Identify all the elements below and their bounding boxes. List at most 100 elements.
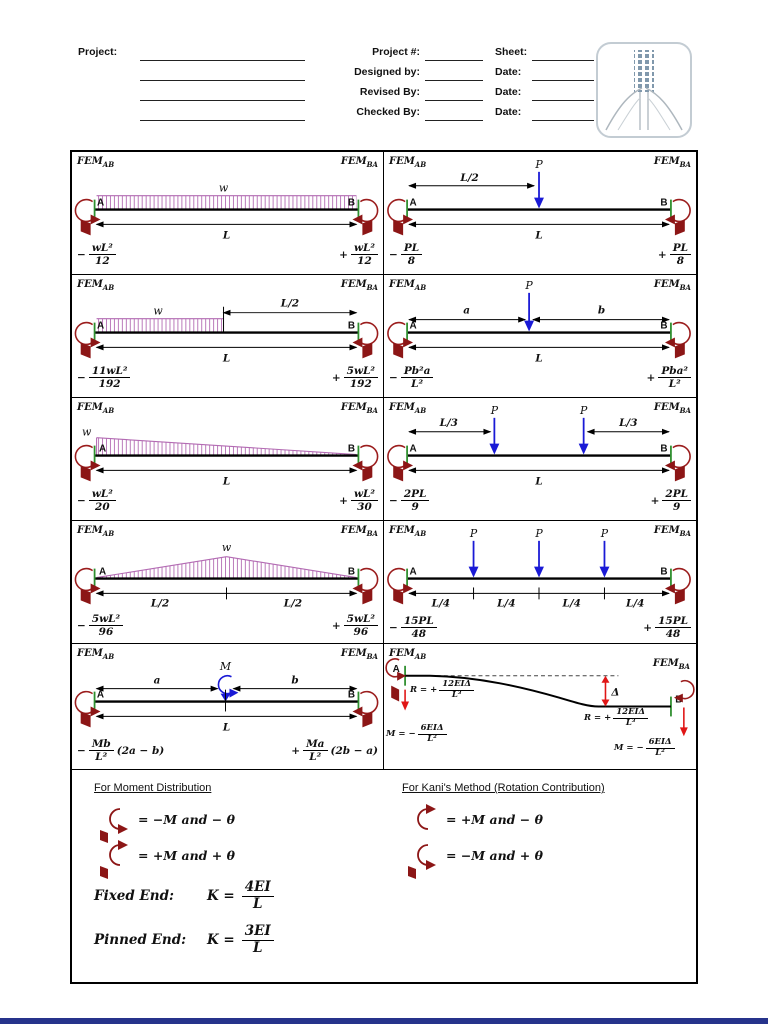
moment-arrow-right-icon (672, 198, 691, 223)
checked-by-label: Checked By: (356, 106, 420, 118)
support-flag-icon (362, 465, 373, 482)
moment-distribution-rule: = +M and + θ (138, 848, 235, 863)
company-logo (596, 42, 692, 138)
moment-sign-arrow-icon (100, 840, 128, 879)
moment-arrow-left-icon (74, 567, 94, 592)
moment-arrow-left-icon (385, 658, 400, 678)
beam-diagram-two-point: P P L/3 L/3 A B L (387, 404, 691, 487)
pinned-end-stiffness: K = 3EI L (207, 923, 274, 956)
date-label: Date: (495, 106, 522, 118)
node-b-label: B (348, 198, 355, 209)
support-flag-icon (362, 219, 373, 236)
moment-arrow-right-icon (672, 567, 691, 592)
support-flag-icon (80, 711, 91, 728)
dim-a-label: a (463, 305, 470, 317)
fem-ab-formula: − Pb²a L² (389, 365, 434, 390)
fem-ab-formula: −2PL 9 (389, 488, 430, 513)
support-flag-icon (674, 219, 685, 236)
sheet-label: Sheet: (495, 46, 528, 58)
building-icon (634, 50, 654, 92)
svg-text:P: P (600, 527, 609, 540)
fem-ba-label: FEMBA (652, 658, 690, 671)
svg-text:P: P (534, 527, 543, 540)
moment-arrow-left-icon (74, 198, 94, 223)
fem-ba-label: FEMBA (340, 279, 378, 292)
project-line (140, 100, 305, 102)
svg-text:A: A (393, 664, 400, 675)
fem-ba-label: FEMBA (653, 279, 691, 292)
svg-text:L: L (534, 475, 542, 487)
distributed-load (96, 318, 224, 332)
fem-ba-formula: +5wL² 192 (332, 365, 378, 390)
fem-ab-label: FEMAB (389, 525, 427, 538)
fem-case-two-point-thirds: FEMAB FEMBA P P L/3 L/3 A B L −2PL 9 +2PL… (384, 398, 696, 521)
fem-ab-formula: −11wL² 192 (77, 365, 131, 390)
svg-text:L/3: L/3 (439, 417, 458, 429)
fem-case-point-mid: FEMAB FEMBA P L/2 A B L − PL 8 + PL 8 (384, 152, 696, 275)
pinned-end-label: Pinned End: (94, 932, 187, 948)
moment-arrow-right-icon (672, 444, 691, 469)
fem-ba-formula: + wL² 30 (339, 488, 378, 513)
fem-case-three-point-quarters: FEMAB FEMBA P P P A B L/4 L/4 L/4 L/4 −1… (384, 521, 696, 644)
moment-arrow-left-icon (74, 444, 94, 469)
notes-section: For Moment Distribution = −M and − θ = +… (72, 770, 696, 982)
svg-text:A: A (409, 444, 416, 455)
moment-sign-arrow-icon (408, 844, 436, 879)
fixed-end-stiffness: K = 4EI L (207, 879, 274, 912)
deflected-beam-line (405, 674, 671, 708)
moment-arrow-left-icon (387, 321, 406, 346)
shear-formula-right: R = +12EIΔ L³ (584, 707, 649, 729)
svg-text:B: B (660, 198, 667, 209)
svg-text:B: B (348, 567, 355, 578)
beam-diagram-point-mid: P L/2 A B L (387, 158, 691, 241)
moment-arrow-right-icon (672, 321, 691, 346)
delta-label: Δ (610, 687, 619, 699)
fem-ab-label: FEMAB (77, 402, 115, 415)
support-flag-icon (80, 465, 91, 482)
support-flag-icon (393, 219, 404, 236)
svg-text:L: L (222, 721, 230, 733)
fem-ba-formula: + Pba² L² (647, 365, 691, 390)
svg-text:w: w (153, 305, 163, 318)
svg-text:b: b (291, 675, 298, 687)
svg-text:P: P (490, 404, 499, 417)
triangular-load (96, 556, 357, 578)
shear-formula-left: R = +12EIΔ L³ (410, 679, 475, 701)
date-label: Date: (495, 86, 522, 98)
support-flag-icon (80, 219, 91, 236)
project-line (140, 120, 305, 122)
fem-ba-label: FEMBA (653, 402, 691, 415)
svg-text:A: A (409, 567, 416, 578)
svg-text:A: A (409, 198, 416, 209)
fem-ab-formula: −5wL² 96 (77, 613, 124, 638)
support-flag-icon (80, 342, 91, 359)
fem-ba-label: FEMBA (653, 156, 691, 169)
moment-sign-arrow-icon (417, 804, 436, 830)
moment-arrow-left-icon (387, 444, 406, 469)
date-line (532, 120, 594, 122)
project-line (140, 60, 305, 62)
moment-m-label: M (219, 660, 232, 673)
fem-ab-formula: − wL² 12 (77, 242, 116, 267)
svg-text:L/4: L/4 (625, 597, 644, 609)
moment-arrow-left-icon (387, 567, 406, 592)
svg-text:A: A (97, 321, 104, 332)
dim-b-label: b (598, 305, 605, 317)
svg-text:P: P (579, 404, 588, 417)
svg-text:B: B (660, 567, 667, 578)
moment-arrow-right-icon (359, 690, 379, 715)
moment-arrow-right-icon (359, 198, 379, 223)
date-label: Date: (495, 66, 522, 78)
page-edge-bar (0, 1018, 768, 1024)
svg-text:L: L (222, 352, 230, 364)
moment-arrow-right-icon (680, 679, 695, 700)
fem-ba-label: FEMBA (340, 525, 378, 538)
svg-text:P: P (469, 527, 478, 540)
support-flag-icon (393, 342, 404, 359)
checked-by-line (425, 120, 483, 122)
project-number-line (425, 60, 483, 62)
support-flag-icon (80, 588, 91, 605)
moment-sign-arrow-icon (100, 808, 128, 843)
project-line (140, 80, 305, 82)
